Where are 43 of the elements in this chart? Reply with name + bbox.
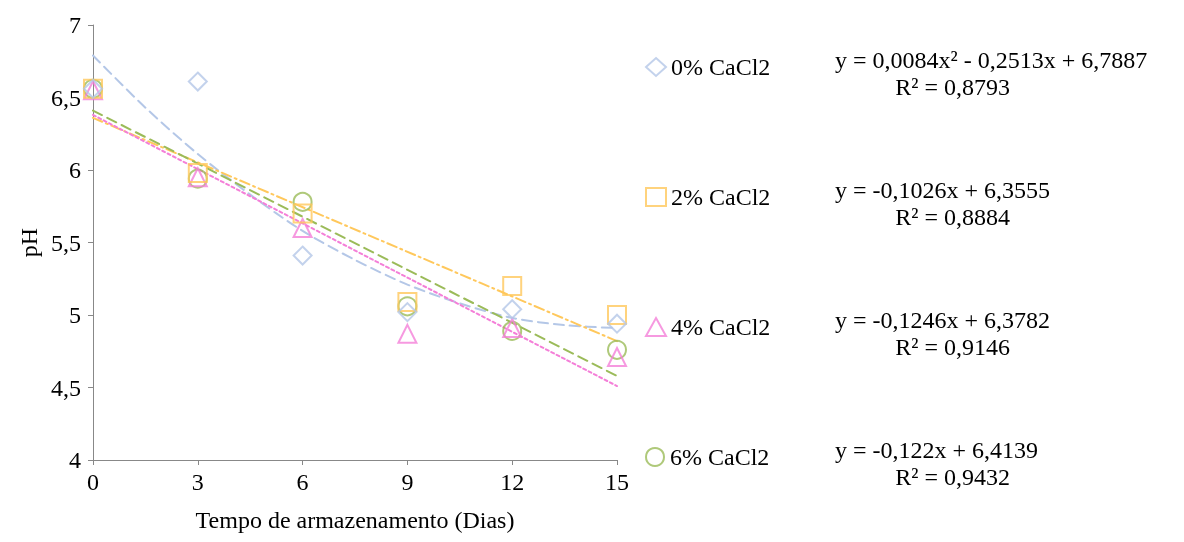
point bbox=[607, 305, 627, 325]
y-tick-label: 6 bbox=[69, 157, 81, 183]
text: y = -0,1246x + 6,3782 bbox=[835, 307, 1051, 333]
text: y = -0,122x + 6,4139 bbox=[835, 437, 1039, 463]
y-tick-label: 4 bbox=[69, 447, 81, 473]
point bbox=[502, 299, 523, 320]
point bbox=[397, 302, 418, 323]
text: R² = 0,8884 bbox=[895, 204, 1011, 230]
text: R² = 0,9432 bbox=[895, 464, 1011, 490]
point bbox=[292, 218, 313, 238]
y-tick-label: 7 bbox=[69, 12, 81, 38]
point bbox=[607, 339, 627, 360]
point bbox=[292, 245, 313, 266]
y-tick-label: 4,5 bbox=[51, 374, 81, 401]
point bbox=[292, 203, 313, 224]
x-tick-label: 6 bbox=[296, 469, 309, 495]
y-tick-label: 6,5 bbox=[51, 84, 81, 111]
y-tick-label: 5,5 bbox=[51, 229, 81, 256]
x-tick-label: 0 bbox=[87, 469, 99, 495]
point bbox=[607, 347, 627, 368]
text: y = 0,0084x² - 0,2513x + 6,7887 bbox=[835, 47, 1148, 73]
point bbox=[292, 191, 313, 212]
legend-label: 4% CaCl2 bbox=[671, 314, 771, 340]
x-tick-label: 12 bbox=[500, 469, 525, 495]
point bbox=[607, 313, 627, 334]
y-tick-label: 5 bbox=[69, 302, 81, 328]
point bbox=[502, 276, 523, 296]
legend-label: 0% CaCl2 bbox=[671, 54, 771, 80]
legend-label: 6% CaCl2 bbox=[670, 444, 770, 470]
text: R² = 0,8793 bbox=[895, 74, 1011, 100]
x-axis-title: Tempo de armazenamento (Dias) bbox=[195, 507, 515, 533]
point bbox=[397, 296, 418, 317]
x-tick-label: 15 bbox=[605, 469, 629, 495]
x-tick-label: 9 bbox=[401, 469, 414, 495]
y-axis-title: pH bbox=[16, 227, 42, 258]
legend-label: 2% CaCl2 bbox=[671, 184, 771, 210]
text: y = -0,1026x + 6,3555 bbox=[835, 177, 1051, 203]
point bbox=[397, 323, 418, 344]
x-tick-label: 3 bbox=[191, 469, 204, 495]
point bbox=[187, 71, 208, 92]
point bbox=[397, 291, 418, 312]
text: R² = 0,9146 bbox=[895, 334, 1011, 360]
point bbox=[187, 162, 208, 183]
